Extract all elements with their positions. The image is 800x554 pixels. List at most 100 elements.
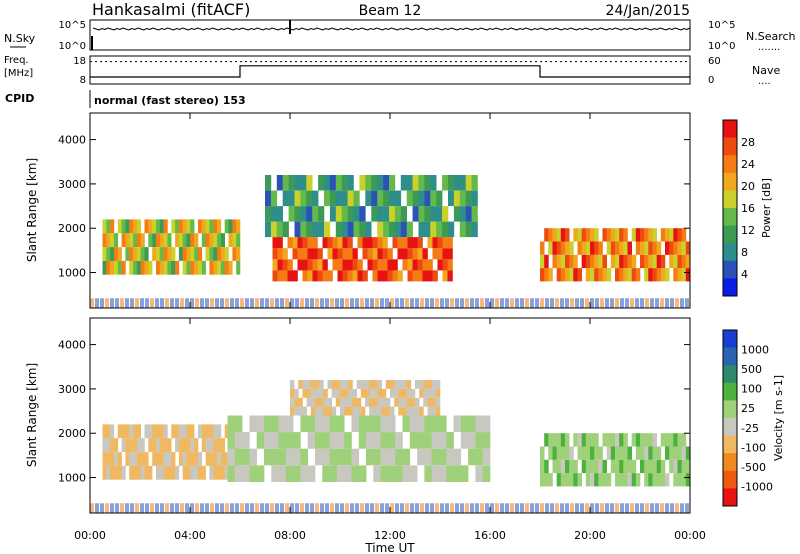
heatmap-cell [447, 248, 453, 260]
heatmap-cell [360, 388, 366, 398]
heatmap-cell [95, 503, 99, 513]
heatmap-cell [148, 438, 153, 452]
heatmap-cell [598, 268, 603, 282]
heatmap-cell [681, 268, 687, 282]
heatmap-cell [310, 298, 314, 308]
heatmap-cell [435, 503, 439, 513]
heatmap-cell [270, 503, 274, 513]
heatmap-cell [377, 206, 384, 222]
heatmap-cell [400, 206, 407, 222]
heatmap-cell [465, 298, 469, 308]
heatmap-cell [459, 221, 466, 238]
heatmap-cell [442, 221, 449, 238]
heatmap-cell [627, 241, 632, 255]
heatmap-cell [681, 254, 687, 269]
heatmap-cell [550, 298, 554, 308]
heatmap-cell [182, 219, 187, 234]
heatmap-cell [265, 190, 272, 207]
heatmap-cell [602, 473, 607, 487]
heatmap-cell [152, 424, 157, 439]
heatmap-cell [544, 268, 549, 282]
heatmap-cell [442, 237, 448, 249]
heatmap-cell [409, 465, 418, 482]
heatmap-cell [445, 503, 449, 513]
heatmap-cell [236, 233, 241, 247]
heatmap-cell [427, 397, 432, 407]
heatmap-cell [655, 503, 659, 513]
heatmap-cell [327, 237, 333, 249]
heatmap-cell [615, 241, 620, 255]
heatmap-cell [585, 228, 591, 242]
colorbar-tick-label: 16 [741, 202, 755, 215]
heatmap-cell [540, 268, 545, 282]
heatmap-cell [392, 270, 398, 282]
heatmap-cell [535, 298, 539, 308]
heatmap-cell [129, 233, 134, 247]
heatmap-cell [652, 446, 657, 460]
heatmap-cell [213, 260, 218, 275]
heatmap-cell [350, 503, 354, 513]
heatmap-cell [182, 260, 187, 275]
heatmap-cell [198, 247, 203, 261]
heatmap-cell [298, 406, 303, 416]
heatmap-cell [335, 190, 342, 207]
heatmap-cell [265, 221, 272, 238]
heatmap-cell [175, 465, 180, 480]
heatmap-cell [300, 465, 308, 482]
velocity-y-label: Slant Range [km] [25, 363, 39, 467]
heatmap-cell [220, 298, 224, 308]
heatmap-cell [415, 397, 420, 407]
heatmap-cell [165, 298, 169, 308]
heatmap-cell [435, 298, 439, 308]
heatmap-cell [577, 228, 582, 242]
heatmap-cell [373, 388, 378, 398]
heatmap-cell [585, 503, 589, 513]
heatmap-cell [470, 503, 474, 513]
heatmap-cell [385, 503, 389, 513]
heatmap-cell [424, 465, 432, 482]
heatmap-cell [232, 233, 237, 247]
heatmap-cell [121, 219, 126, 234]
heatmap-cell [430, 206, 437, 222]
heatmap-cell [198, 424, 203, 439]
heatmap-cell [435, 388, 441, 398]
heatmap-cell [327, 406, 332, 416]
heatmap-cell [220, 503, 224, 513]
heatmap-cell [556, 228, 562, 242]
heatmap-cell [417, 270, 423, 282]
heatmap-cell [220, 233, 225, 247]
heatmap-cell [389, 175, 396, 191]
heatmap-cell [129, 438, 134, 452]
heatmap-cell [482, 448, 491, 466]
heatmap-cell [347, 206, 354, 222]
heatmap-cell [345, 503, 349, 513]
heatmap-cell [323, 397, 328, 407]
heatmap-cell [318, 206, 325, 222]
heatmap-cell [598, 473, 603, 487]
heatmap-cell [660, 503, 664, 513]
heatmap-cell [455, 503, 459, 513]
heatmap-cell [631, 268, 637, 282]
heatmap-cell [315, 415, 323, 433]
heatmap-cell [398, 388, 403, 398]
heatmap-cell [130, 503, 134, 513]
heatmap-cell [217, 465, 222, 480]
heatmap-cell [234, 432, 243, 449]
heatmap-cell [652, 433, 657, 447]
heatmap-cell [190, 233, 195, 247]
heatmap-cell [660, 473, 666, 487]
velocity-colorbar: 1000 500 100 25 -25 -100 -500 -1000 Velocity [m… [722, 329, 785, 507]
heatmap-cell [573, 268, 578, 282]
heatmap-cell [406, 190, 413, 207]
heatmap-cell [581, 228, 587, 242]
heatmap-cell [465, 206, 472, 222]
heatmap-cell [540, 459, 545, 474]
heatmap-cell [380, 465, 389, 482]
heatmap-cell [556, 268, 562, 282]
heatmap-cell [431, 380, 437, 389]
heatmap-cell [424, 206, 431, 222]
heatmap-cell [419, 380, 424, 389]
freq-tick-bottom: 8 [80, 75, 86, 86]
heatmap-cell [365, 397, 370, 407]
heatmap-cell [615, 254, 620, 269]
